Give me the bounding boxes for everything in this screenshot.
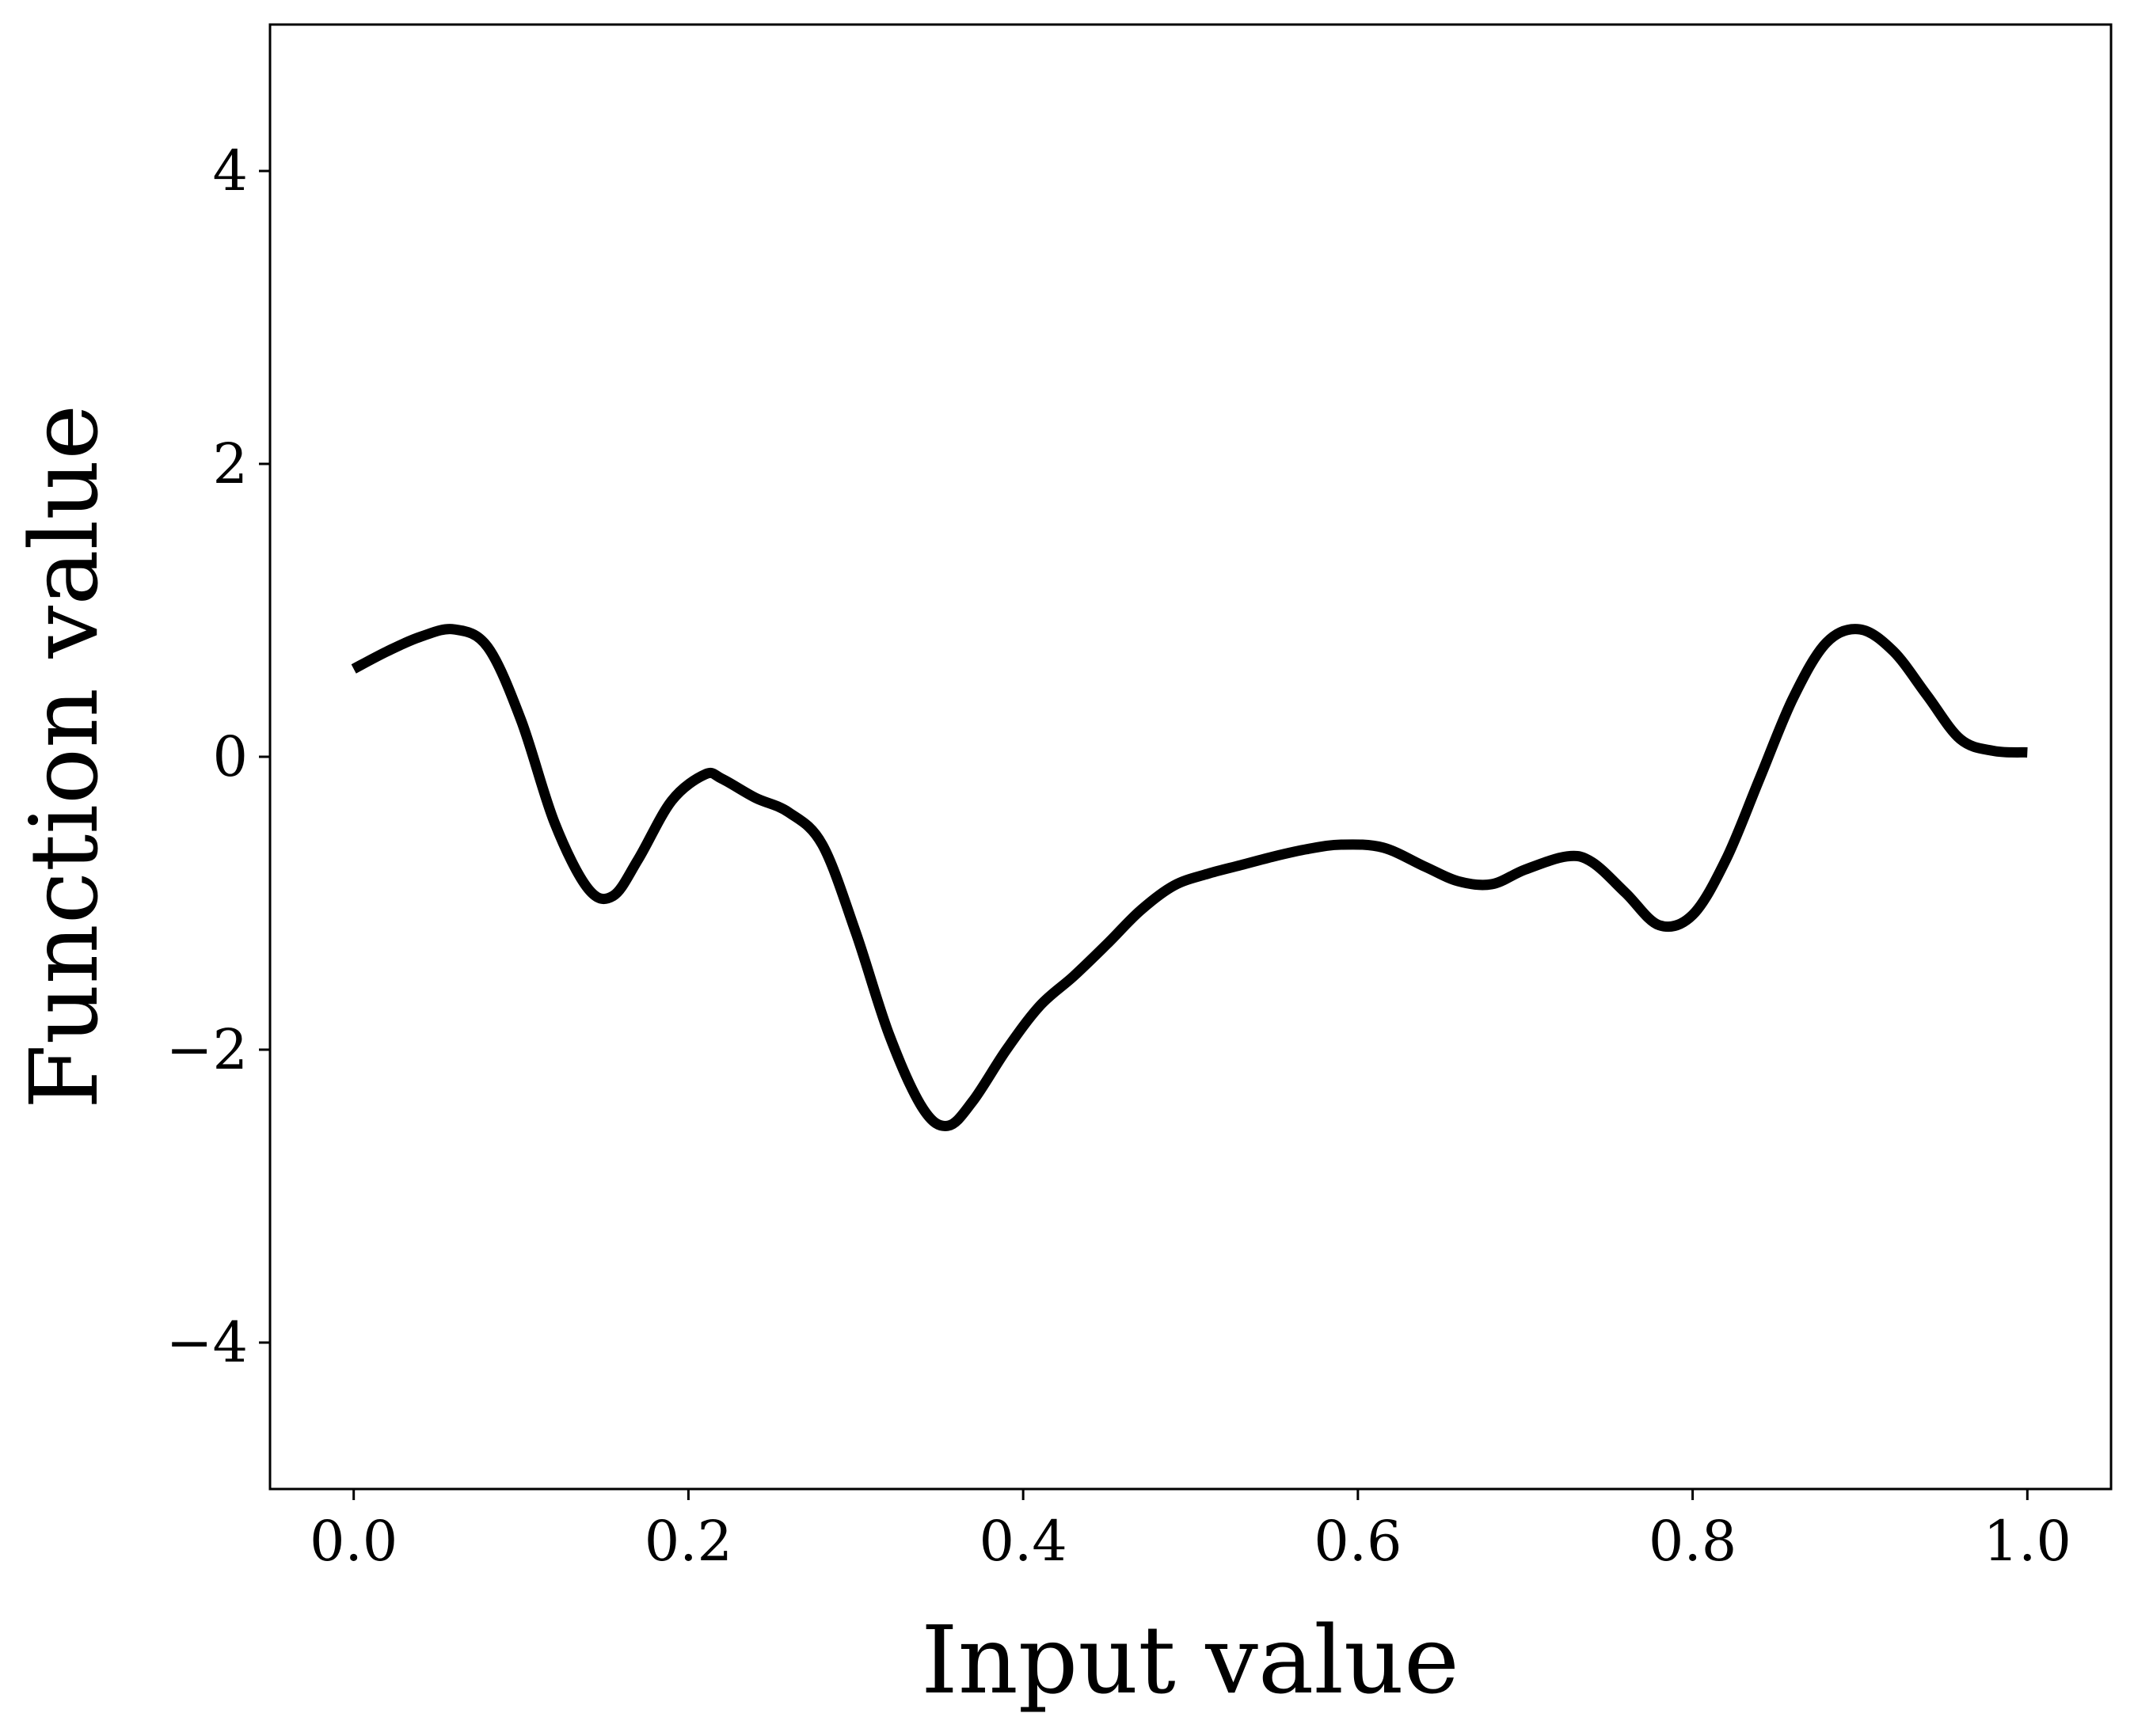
y-tick-label: 4 [212, 139, 248, 203]
x-axis-label: Input value [921, 1605, 1459, 1715]
x-tick-label: 0.2 [645, 1509, 732, 1574]
series-line [351, 624, 2028, 1131]
series-layer [351, 624, 2028, 1131]
x-tick-label: 1.0 [1984, 1509, 2071, 1574]
y-axis-ticks: −4 −2 0 2 4 [166, 139, 270, 1375]
y-tick-label: 2 [212, 431, 248, 496]
y-tick-label: 0 [212, 724, 248, 789]
y-axis-label: Function value [10, 405, 119, 1109]
x-tick-label: 0.8 [1649, 1509, 1736, 1574]
plot-frame [268, 23, 2113, 1491]
x-tick-label: 0.0 [310, 1509, 398, 1574]
x-tick-label: 0.4 [979, 1509, 1067, 1574]
y-tick-label: −4 [166, 1310, 248, 1375]
y-tick-label: −2 [166, 1017, 248, 1082]
x-tick-label: 0.6 [1314, 1509, 1402, 1574]
x-axis-ticks: 0.0 0.2 0.4 0.6 0.8 1.0 [310, 1489, 2071, 1574]
